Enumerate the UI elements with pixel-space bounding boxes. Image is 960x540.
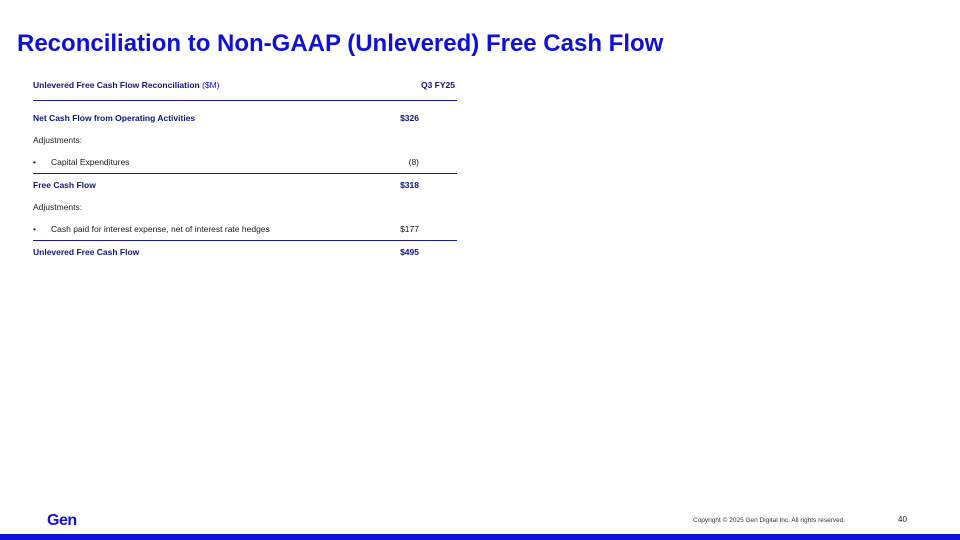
table-row-adjustments-2: Adjustments: xyxy=(33,196,457,218)
page-number: 40 xyxy=(898,515,907,524)
row-label: Unlevered Free Cash Flow xyxy=(33,247,140,257)
reconciliation-table: Unlevered Free Cash Flow Reconciliation … xyxy=(33,76,457,263)
row-value: (8) xyxy=(408,157,419,167)
row-value: $495 xyxy=(400,247,419,257)
bullet-icon: • xyxy=(33,224,36,234)
bottom-accent-bar xyxy=(0,534,960,540)
table-row-operating-cash-flow: Net Cash Flow from Operating Activities … xyxy=(33,107,457,129)
row-value: $318 xyxy=(400,180,419,190)
table-header-period: Q3 FY25 xyxy=(420,80,455,90)
bullet-icon: • xyxy=(33,157,36,167)
table-row-unlevered-free-cash-flow: Unlevered Free Cash Flow $495 xyxy=(33,240,457,263)
row-label: Adjustments: xyxy=(33,135,83,145)
table-header-row: Unlevered Free Cash Flow Reconciliation … xyxy=(33,76,457,101)
row-label: Net Cash Flow from Operating Activities xyxy=(33,113,196,123)
row-label: Free Cash Flow xyxy=(33,180,96,190)
table-header-label: Unlevered Free Cash Flow Reconciliation … xyxy=(33,80,395,90)
row-label-container: • Cash paid for interest expense, net of … xyxy=(33,224,359,234)
table-row-adjustments: Adjustments: xyxy=(33,129,457,151)
row-value: $177 xyxy=(400,224,419,234)
copyright-text: Copyright © 2025 Gen Digital Inc. All ri… xyxy=(693,517,846,524)
row-label: Adjustments: xyxy=(33,202,83,212)
row-value: $326 xyxy=(400,113,419,123)
table-row-interest-expense: • Cash paid for interest expense, net of … xyxy=(33,218,457,240)
row-label: Capital Expenditures xyxy=(51,157,130,167)
gen-logo: Gen xyxy=(47,512,77,529)
table-header-unit: ($M) xyxy=(202,80,220,90)
row-label: Cash paid for interest expense, net of i… xyxy=(51,224,270,234)
table-row-capex: • Capital Expenditures (8) xyxy=(33,151,457,173)
page-title: Reconciliation to Non-GAAP (Unlevered) F… xyxy=(17,30,664,57)
table-header-title: Unlevered Free Cash Flow Reconciliation xyxy=(33,80,200,90)
row-label-container: • Capital Expenditures xyxy=(33,157,359,167)
table-row-free-cash-flow: Free Cash Flow $318 xyxy=(33,173,457,196)
